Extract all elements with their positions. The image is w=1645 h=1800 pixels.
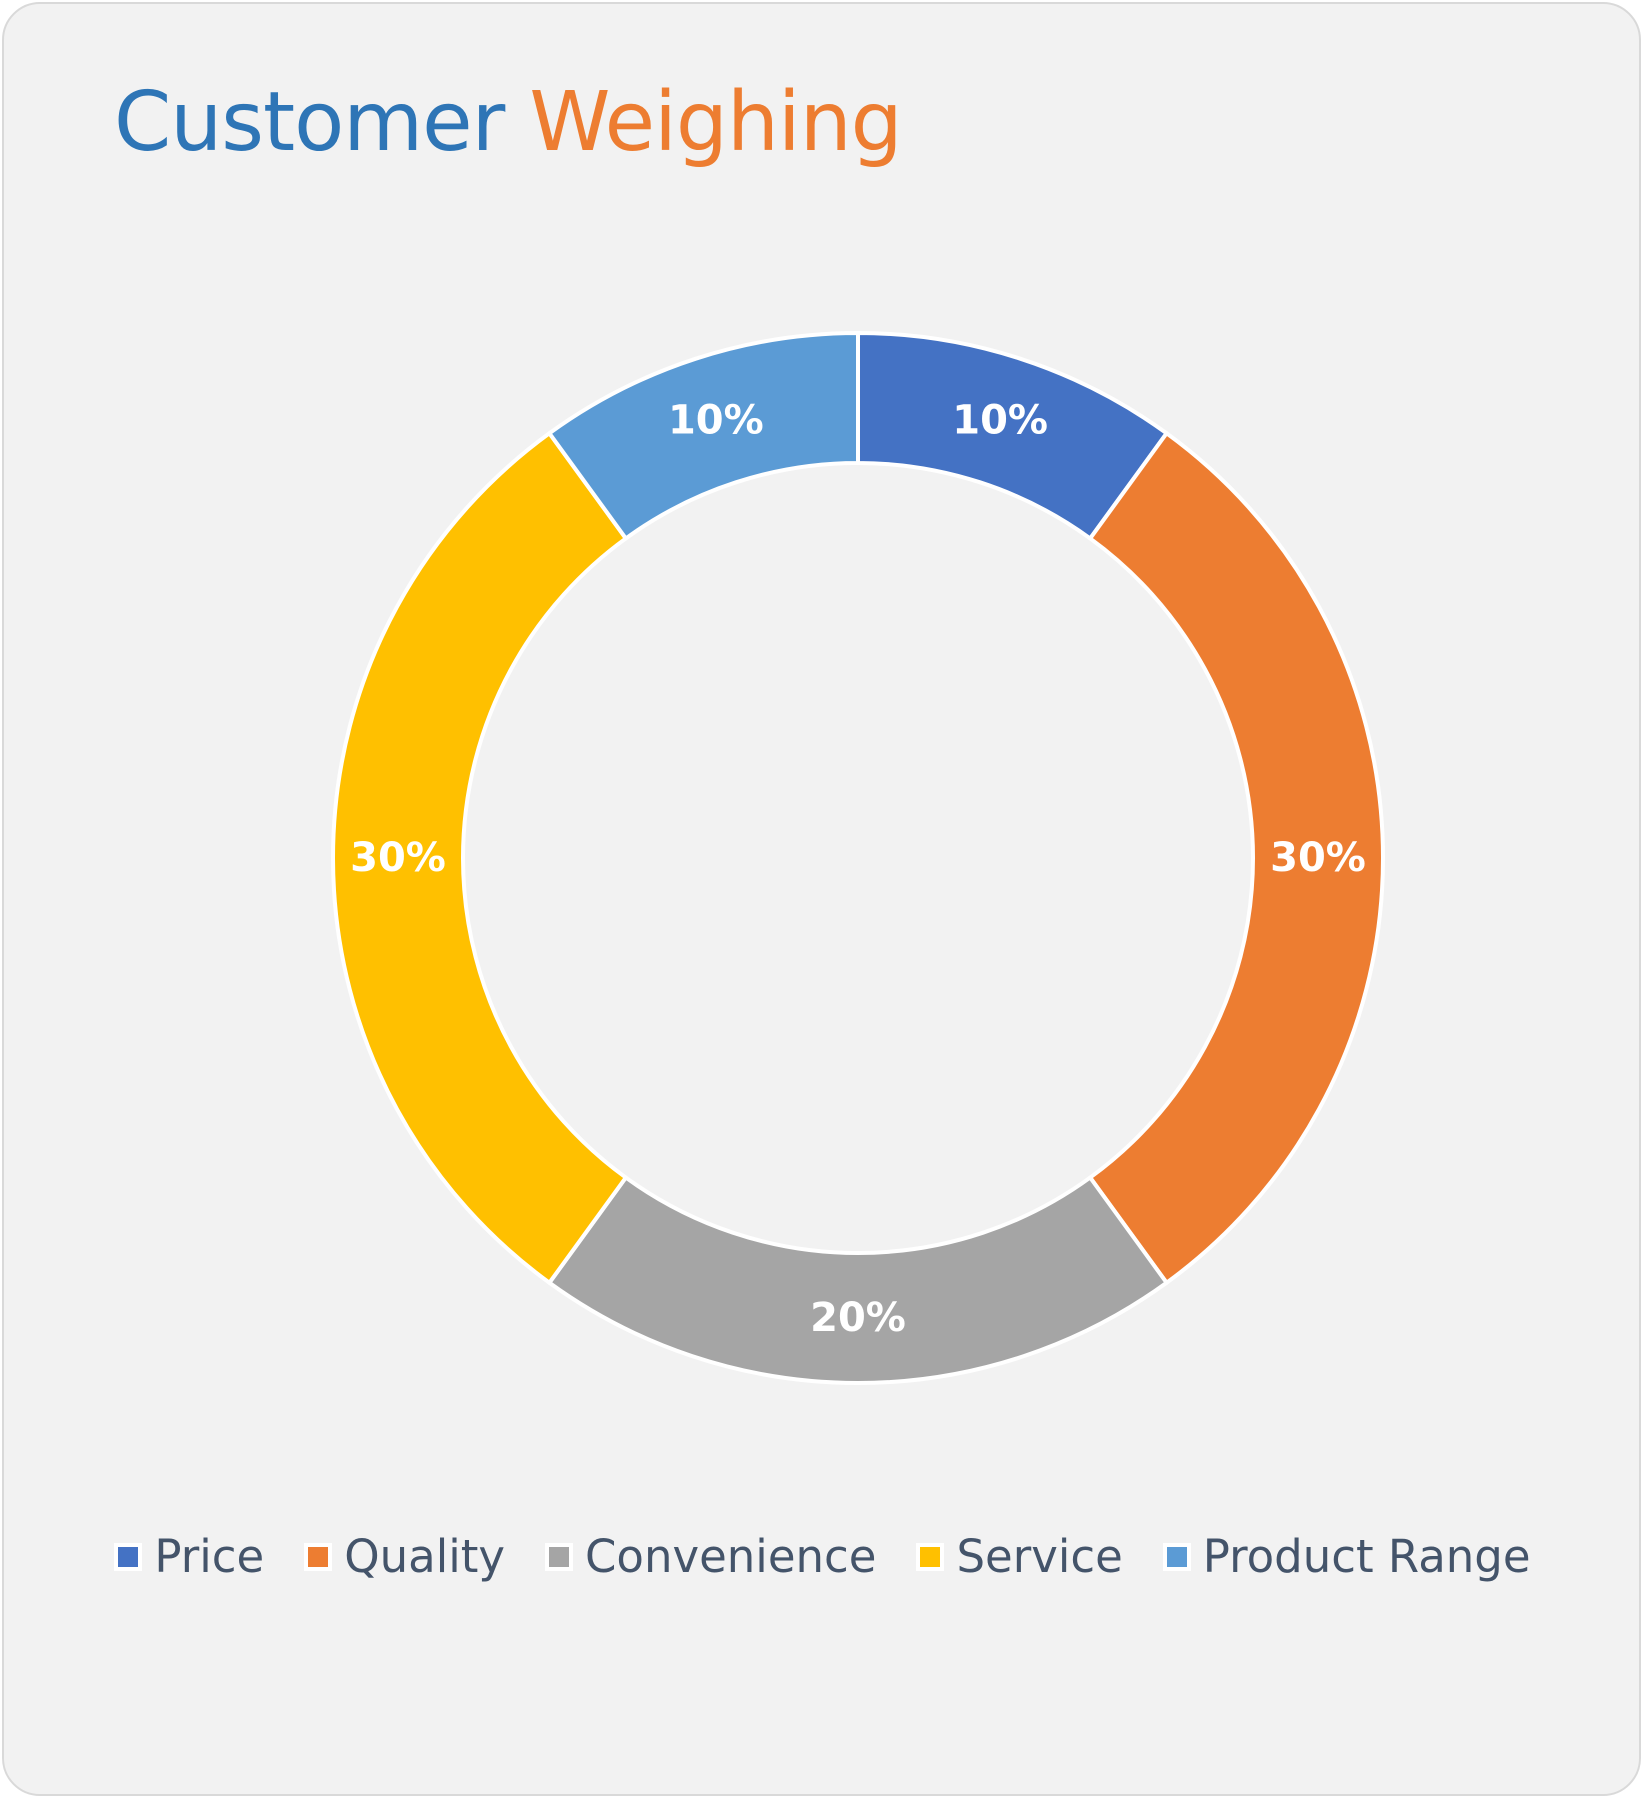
data-label-product-range: 10%	[668, 398, 764, 444]
legend-label-price: Price	[154, 1530, 265, 1583]
slice-quality	[1087, 430, 1385, 1286]
legend-label-service: Service	[956, 1530, 1123, 1583]
legend-item-quality: Quality	[304, 1530, 505, 1583]
chart-legend: Price Quality Convenience Service Product Ra…	[0, 1530, 1645, 1583]
slice-product-range	[546, 330, 860, 542]
legend-label-convenience: Convenience	[585, 1530, 877, 1583]
chart-title: Customer Weighing	[114, 74, 903, 172]
slice-convenience	[546, 1174, 1170, 1385]
donut-chart: 10% 30% 20% 30% 10%	[331, 330, 1385, 1385]
data-label-quality: 30%	[1270, 835, 1366, 881]
legend-item-product-range: Product Range	[1162, 1530, 1531, 1583]
data-label-service: 30%	[350, 835, 446, 881]
data-label-convenience: 20%	[810, 1295, 906, 1341]
legend-item-price: Price	[114, 1530, 264, 1583]
legend-swatch-price	[114, 1542, 143, 1571]
legend-swatch-product-range	[1162, 1542, 1191, 1571]
chart-title-part-1: Customer	[114, 75, 505, 170]
legend-swatch-service	[916, 1542, 945, 1571]
legend-label-product-range: Product Range	[1202, 1530, 1531, 1583]
slice-service	[331, 430, 629, 1286]
legend-swatch-convenience	[545, 1542, 573, 1571]
chart-title-part-2: Weighing	[529, 75, 902, 170]
legend-item-convenience: Convenience	[545, 1530, 876, 1583]
legend-item-service: Service	[916, 1530, 1123, 1583]
legend-label-quality: Quality	[344, 1530, 505, 1583]
data-label-price: 10%	[952, 398, 1048, 444]
legend-swatch-quality	[304, 1542, 333, 1571]
